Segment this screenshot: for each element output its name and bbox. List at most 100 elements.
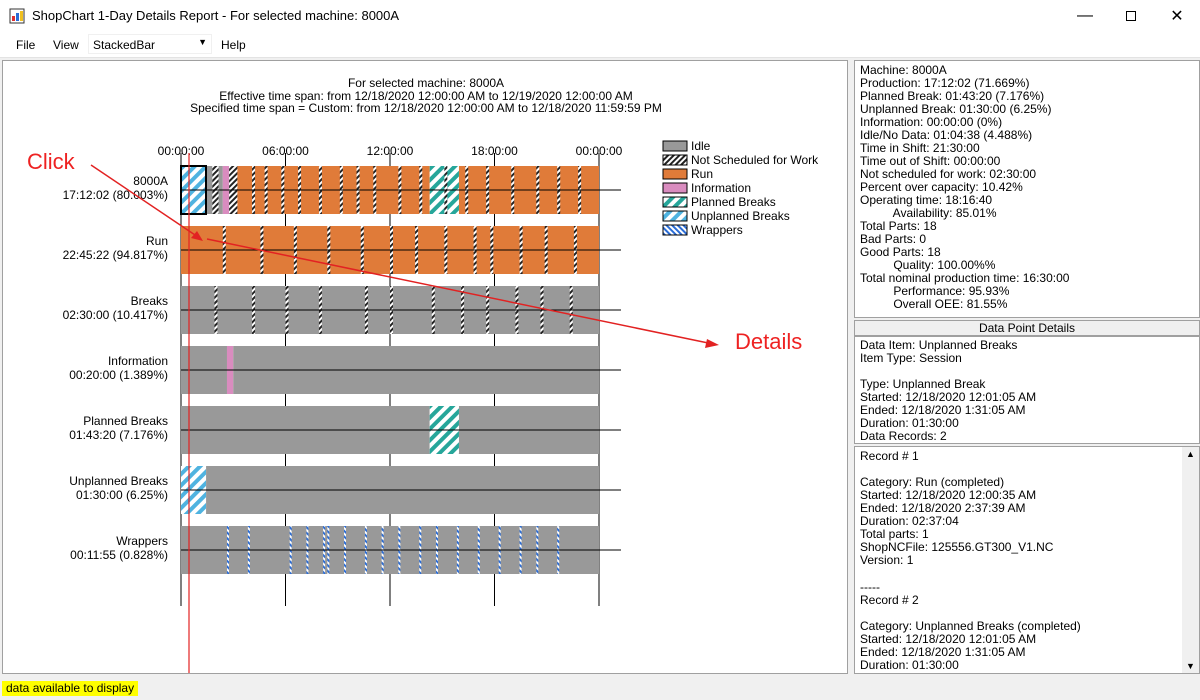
pane-splitter[interactable] — [848, 60, 854, 674]
row-label-name: 8000A — [133, 174, 168, 188]
details-line: Type: Unplanned Break — [860, 377, 986, 391]
record-line: Version: 1 — [860, 553, 914, 568]
close-icon: ✕ — [1170, 8, 1184, 25]
legend-swatch-run — [662, 168, 688, 180]
legend-label: Not Scheduled for Work — [691, 153, 819, 167]
summary-line: Information: 00:00:00 (0%) — [860, 115, 1003, 129]
summary-line: Time in Shift: 21:30:00 — [860, 141, 980, 155]
row-label-name: Planned Breaks — [83, 414, 168, 428]
menu-file[interactable]: File — [16, 38, 36, 52]
legend-label: Run — [691, 167, 713, 181]
legend-label: Information — [691, 181, 751, 195]
maximize-button[interactable] — [1108, 0, 1154, 32]
maximize-icon — [1126, 11, 1136, 21]
time-tick-label: 00:00:00 — [576, 144, 623, 158]
record-line: Started: 12/18/2020 12:01:05 AM — [860, 631, 1037, 646]
record-line: Ended: 12/18/2020 1:31:05 AM — [860, 644, 1026, 659]
legend-label: Planned Breaks — [691, 195, 776, 209]
legend-swatch-planned — [662, 196, 688, 208]
details-line: Item Type: Session — [860, 351, 962, 365]
click-arrow — [90, 164, 202, 240]
records-scrollbar[interactable]: ▲ ▼ — [1182, 447, 1199, 673]
record-line: Duration: 01:30:00 — [860, 657, 959, 672]
record-line: Category: Unplanned Breaks (completed) — [860, 618, 1081, 633]
click-annotation: Click — [27, 149, 75, 174]
summary-line: Percent over capacity: 10.42% — [860, 180, 1023, 194]
summary-line: Availability: 85.01% — [860, 206, 997, 220]
summary-line: Not scheduled for work: 02:30:00 — [860, 167, 1037, 181]
details-line: Data Item: Unplanned Breaks — [860, 338, 1018, 352]
legend-label: Idle — [691, 139, 711, 153]
record-line: Started: 12/18/2020 12:00:35 AM — [860, 488, 1037, 503]
details-line: Started: 12/18/2020 12:01:05 AM — [860, 390, 1037, 404]
record-line: Total parts: 1 — [860, 527, 929, 542]
data-point-details-panel: Data Item: Unplanned Breaks Item Type: Se… — [854, 336, 1200, 444]
row-label-name: Unplanned Breaks — [69, 474, 168, 488]
chart-header-machine: For selected machine: 8000A — [347, 76, 505, 90]
minimize-icon: — — [1077, 7, 1093, 24]
row-label-name: Breaks — [131, 294, 168, 308]
summary-line: Unplanned Break: 01:30:00 (6.25%) — [860, 102, 1052, 116]
details-line: Data Records: 2 — [860, 429, 947, 443]
summary-line: Operating time: 18:16:40 — [860, 193, 993, 207]
summary-line: Performance: 95.93% — [860, 284, 1010, 298]
record-line: Duration: 02:37:04 — [860, 514, 959, 529]
row-label-value: 00:20:00 (1.389%) — [69, 368, 168, 382]
details-arrow-head — [705, 339, 719, 348]
chart-header-effective: Effective time span: from 12/18/2020 12:… — [219, 89, 633, 103]
summary-line: Overall OEE: 81.55% — [860, 297, 1008, 311]
minimize-button[interactable]: — — [1062, 0, 1108, 32]
menu-view[interactable]: View — [53, 38, 79, 52]
row-label-name: Run — [146, 234, 168, 248]
legend-label: Wrappers — [691, 223, 743, 237]
details-line: Duration: 01:30:00 — [860, 416, 959, 430]
summary-line: Total Parts: 18 — [860, 219, 937, 233]
summary-panel: Machine: 8000A Production: 17:12:02 (71.6… — [854, 60, 1200, 318]
close-button[interactable]: ✕ — [1154, 0, 1200, 32]
record-line: Record # 2 — [860, 592, 919, 607]
scroll-up-icon[interactable]: ▲ — [1186, 449, 1195, 459]
time-tick-label: 06:00:00 — [262, 144, 309, 158]
stacked-bar-chart[interactable]: 00:00:00 06:00:00 12:00:00 18:00:00 00:00:00… — [3, 61, 849, 673]
row-label-value: 17:12:02 (80.003%) — [63, 188, 168, 202]
summary-line: Total nominal production time: 16:30:00 — [860, 271, 1070, 285]
row-label-name: Wrappers — [116, 534, 168, 548]
scroll-down-icon[interactable]: ▼ — [1186, 661, 1195, 671]
row-label-value: 02:30:00 (10.417%) — [63, 308, 168, 322]
legend-swatch-wrappers — [662, 224, 688, 236]
details-annotation: Details — [735, 329, 803, 354]
app-icon — [9, 8, 25, 24]
chart-type-select[interactable]: StackedBar ▼ — [88, 34, 212, 54]
menu-help[interactable]: Help — [221, 38, 246, 52]
legend-swatch-notsched — [662, 154, 688, 166]
record-line: Record # 1 — [860, 449, 919, 463]
title-bar: ShopChart 1-Day Details Report - For sel… — [0, 0, 1200, 32]
summary-line: Production: 17:12:02 (71.669%) — [860, 76, 1030, 90]
record-line: Category: Run (completed) — [860, 475, 1005, 490]
record-line: Ended: 12/18/2020 2:37:39 AM — [860, 501, 1026, 516]
summary-line: Good Parts: 18 — [860, 245, 941, 259]
status-text: data available to display — [2, 681, 139, 696]
details-arrow — [206, 238, 714, 345]
row-label-value: 00:11:55 (0.828%) — [70, 548, 168, 562]
summary-line: Machine: 8000A — [860, 63, 947, 77]
chart-header-specified: Specified time span = Custom: from 12/18… — [190, 101, 662, 115]
records-panel[interactable]: ▲ ▼ Record # 1 Category: Run (completed) S… — [854, 446, 1200, 674]
status-bar: data available to display — [0, 676, 1200, 700]
time-tick-label: 00:00:00 — [158, 144, 205, 158]
legend-swatch-idle — [662, 140, 688, 152]
time-tick-label: 18:00:00 — [471, 144, 518, 158]
summary-line: Planned Break: 01:43:20 (7.176%) — [860, 89, 1045, 103]
summary-line: Quality: 100.00%% — [860, 258, 996, 272]
selected-data-point — [180, 165, 207, 215]
summary-line: Time out of Shift: 00:00:00 — [860, 154, 1001, 168]
chevron-down-icon: ▼ — [198, 37, 207, 47]
chart-type-value: StackedBar — [93, 38, 156, 52]
row-label-value: 22:45:22 (94.817%) — [63, 248, 168, 262]
click-arrow-head — [191, 231, 203, 241]
window-title: ShopChart 1-Day Details Report - For sel… — [32, 8, 400, 23]
chart-pane[interactable]: For selected machine: 8000A Effective ti… — [2, 60, 848, 674]
summary-line: Idle/No Data: 01:04:38 (4.488%) — [860, 128, 1033, 142]
row-label-value: 01:43:20 (7.176%) — [69, 428, 168, 442]
